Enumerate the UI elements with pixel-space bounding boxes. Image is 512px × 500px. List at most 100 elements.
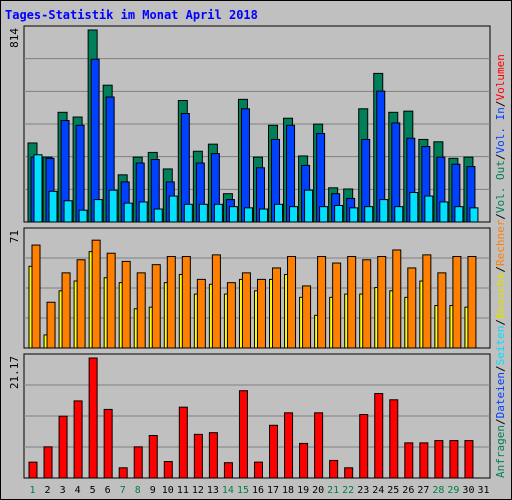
bar-volumen-18 [284, 412, 294, 479]
bar-seiten-15 [243, 207, 253, 223]
bar-rechner-9 [151, 264, 161, 349]
legend-separator: / [494, 213, 507, 220]
bar-rechner-21 [332, 262, 342, 349]
bar-volumen-26 [404, 442, 414, 479]
bar-rechner-7 [121, 260, 131, 349]
bar-rechner-25 [392, 249, 402, 349]
bar-seiten-14 [228, 206, 238, 223]
bar-rechner-6 [106, 252, 116, 349]
bar-seiten-20 [319, 206, 329, 223]
bar-rechner-10 [166, 256, 176, 349]
x-tick-label-26: 26 [402, 485, 414, 496]
legend-separator: / [494, 365, 507, 372]
bar-volumen-21 [329, 459, 339, 479]
bar-rechner-29 [452, 256, 462, 349]
x-tick-label-19: 19 [297, 485, 309, 496]
x-tick-label-22: 22 [342, 485, 354, 496]
x-tick-label-12: 12 [192, 485, 204, 496]
x-tick-label-17: 17 [267, 485, 279, 496]
bar-volumen-10 [163, 461, 173, 479]
x-tick-label-21: 21 [327, 485, 339, 496]
bar-rechner-26 [407, 267, 417, 349]
bar-seiten-22 [349, 207, 359, 223]
bar-rechner-12 [196, 278, 206, 349]
legend-entry-vol-in: Vol. In [494, 107, 507, 153]
bar-volumen-23 [359, 414, 369, 479]
legend-separator: / [494, 100, 507, 107]
bar-volumen-22 [344, 467, 354, 479]
x-tick-label-6: 6 [105, 485, 111, 496]
bar-seiten-9 [153, 208, 163, 223]
bar-rechner-13 [211, 254, 221, 349]
bar-volumen-25 [389, 399, 399, 479]
bar-volumen-16 [253, 461, 263, 479]
bar-volumen-1 [28, 461, 38, 479]
bar-rechner-14 [226, 282, 236, 349]
x-tick-label-16: 16 [252, 485, 264, 496]
bar-rechner-3 [61, 272, 71, 349]
legend: Anfragen/Dateien/Seiten/Besuche/Rechner/… [494, 54, 507, 478]
x-tick-label-7: 7 [120, 485, 126, 496]
bar-seiten-27 [424, 195, 434, 223]
bar-seiten-21 [334, 204, 344, 223]
bar-seiten-17 [274, 203, 284, 223]
legend-entry-seiten: Seiten [494, 326, 507, 366]
legend-entry-vol-out: Vol. Out [494, 160, 507, 213]
bar-rechner-15 [241, 272, 251, 349]
bar-rechner-28 [437, 272, 447, 349]
chart-title: Tages-Statistik im Monat April 2018 [5, 8, 258, 22]
bar-rechner-16 [256, 278, 266, 349]
bar-volumen-30 [464, 440, 474, 479]
bar-rechner-18 [287, 256, 297, 349]
bar-rechner-2 [46, 301, 56, 349]
bar-seiten-2 [48, 190, 58, 223]
bar-seiten-10 [168, 195, 178, 223]
x-tick-label-27: 27 [417, 485, 429, 496]
x-tick-label-1: 1 [30, 485, 36, 496]
legend-entry-volumen: Volumen [494, 54, 507, 100]
bar-rechner-19 [302, 285, 312, 349]
bar-seiten-28 [439, 201, 449, 223]
bar-volumen-14 [223, 462, 233, 479]
x-tick-label-29: 29 [447, 485, 459, 496]
bar-seiten-24 [379, 199, 389, 223]
bar-volumen-28 [434, 440, 444, 479]
bar-rechner-23 [362, 259, 372, 349]
bar-seiten-23 [364, 206, 374, 223]
bar-volumen-17 [269, 424, 279, 479]
bar-rechner-22 [347, 256, 357, 349]
y-max-label-top: 814 [8, 28, 21, 48]
bar-volumen-24 [374, 393, 384, 479]
bar-volumen-27 [419, 442, 429, 479]
x-tick-label-5: 5 [90, 485, 96, 496]
bar-seiten-1 [33, 154, 43, 223]
bar-seiten-30 [469, 207, 479, 223]
bar-seiten-26 [409, 192, 419, 223]
bar-rechner-20 [317, 256, 327, 349]
bar-volumen-29 [449, 440, 459, 479]
bar-volumen-9 [148, 434, 158, 479]
bar-seiten-7 [123, 202, 133, 223]
bar-seiten-19 [304, 189, 314, 223]
x-tick-label-10: 10 [162, 485, 174, 496]
bar-volumen-7 [118, 467, 128, 479]
x-tick-label-30: 30 [462, 485, 474, 496]
legend-separator: / [494, 319, 507, 326]
bar-seiten-13 [213, 203, 223, 223]
bar-volumen-19 [299, 442, 309, 479]
x-tick-label-14: 14 [222, 485, 234, 496]
bar-rechner-5 [91, 239, 101, 349]
y-max-label-bottom: 21.17 [8, 356, 21, 389]
bar-seiten-4 [78, 209, 88, 223]
x-tick-label-18: 18 [282, 485, 294, 496]
x-tick-label-20: 20 [312, 485, 324, 496]
bar-dateien-15 [240, 108, 250, 223]
x-tick-label-31: 31 [477, 485, 489, 496]
bar-volumen-13 [208, 432, 218, 479]
bar-volumen-3 [58, 415, 68, 479]
x-tick-label-28: 28 [432, 485, 444, 496]
bar-seiten-5 [93, 199, 103, 223]
bar-dateien-5 [90, 58, 100, 223]
